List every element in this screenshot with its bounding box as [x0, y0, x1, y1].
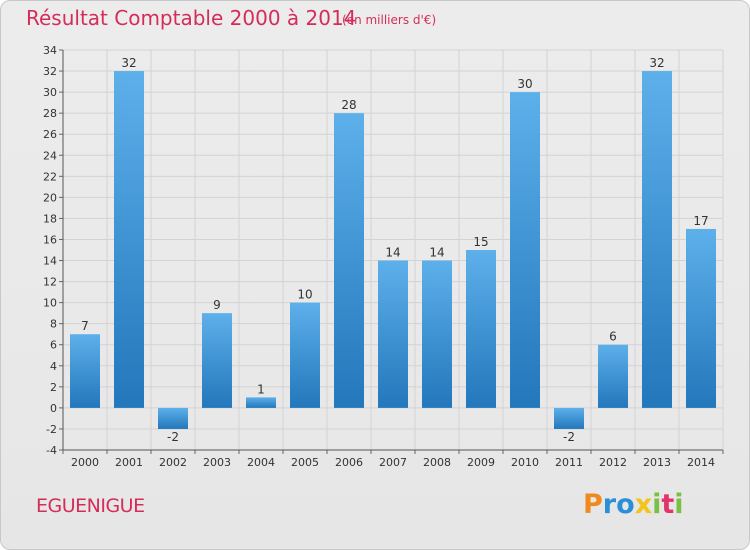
data-label-2000: 7 [81, 319, 89, 333]
x-tick-label: 2005 [291, 456, 319, 469]
bar-2006 [334, 113, 364, 408]
data-labels: 7 32 -2 9 1 10 28 14 14 15 30 -2 6 32 17 [81, 56, 708, 444]
bar-2000 [70, 334, 100, 408]
x-tick-label: 2009 [467, 456, 495, 469]
y-tick-label: 20 [43, 191, 57, 204]
y-tick-label: 14 [43, 255, 57, 268]
y-tick-label: 0 [50, 402, 57, 415]
data-label-2013: 32 [649, 56, 664, 70]
bar-2005 [290, 302, 320, 408]
bar-2014 [686, 228, 716, 408]
bars [70, 71, 716, 429]
chart-subtitle: (en milliers d'€) [342, 13, 437, 27]
data-label-2005: 10 [297, 288, 312, 302]
bar-2003 [202, 313, 232, 408]
bar-2004 [246, 397, 276, 408]
data-label-2001: 32 [121, 56, 136, 70]
y-tick-label: -2 [46, 423, 57, 436]
x-tick-label: 2014 [687, 456, 715, 469]
y-tick-label: 22 [43, 170, 57, 183]
x-tick-label: 2001 [115, 456, 143, 469]
bar-2009 [466, 250, 496, 408]
x-tick-label: 2011 [555, 456, 583, 469]
x-tick-label: 2007 [379, 456, 407, 469]
data-label-2003: 9 [213, 298, 221, 312]
y-tick-label: 28 [43, 107, 57, 120]
data-label-2002: -2 [167, 430, 179, 444]
y-tick-label: 12 [43, 276, 57, 289]
data-label-2009: 15 [473, 235, 488, 249]
x-tick-label: 2006 [335, 456, 363, 469]
x-tick-label: 2010 [511, 456, 539, 469]
x-tick-label: 2003 [203, 456, 231, 469]
data-label-2011: -2 [563, 430, 575, 444]
y-tick-label: 32 [43, 65, 57, 78]
data-label-2014: 17 [693, 214, 708, 228]
y-tick-label: 2 [50, 381, 57, 394]
proxiti-logo: Proxiti [583, 489, 684, 520]
x-tick-label: 2008 [423, 456, 451, 469]
bar-2010 [510, 92, 540, 408]
y-tick-label: 30 [43, 86, 57, 99]
data-label-2007: 14 [385, 246, 400, 260]
y-tick-label: 8 [50, 318, 57, 331]
y-tick-label: 4 [50, 360, 57, 373]
y-tick-label: -4 [46, 444, 57, 457]
data-label-2004: 1 [257, 382, 265, 396]
x-tick-label: 2013 [643, 456, 671, 469]
x-tick-label: 2012 [599, 456, 627, 469]
y-tick-label: 16 [43, 233, 57, 246]
bar-2001 [114, 71, 144, 408]
bar-2012 [598, 344, 628, 408]
bar-2002 [158, 407, 188, 429]
data-label-2010: 30 [517, 77, 532, 91]
y-tick-label: 18 [43, 212, 57, 225]
y-tick-label: 34 [43, 44, 57, 57]
x-tick-label: 2004 [247, 456, 275, 469]
data-label-2006: 28 [341, 98, 356, 112]
bar-2007 [378, 260, 408, 408]
y-tick-label: 10 [43, 297, 57, 310]
chart-title: Résultat Comptable 2000 à 2014 [26, 6, 357, 30]
x-tick-labels: 2000 2001 2002 2003 2004 2005 2006 2007 2008 2009… [71, 456, 715, 469]
y-tick-label: 24 [43, 149, 57, 162]
bar-2013 [642, 71, 672, 408]
data-label-2012: 6 [609, 330, 617, 344]
bar-2011 [554, 407, 584, 429]
y-tick-label: 6 [50, 339, 57, 352]
axes [59, 49, 724, 454]
bar-2008 [422, 260, 452, 408]
x-tick-label: 2000 [71, 456, 99, 469]
commune-name: EGUENIGUE [36, 495, 145, 517]
x-tick-label: 2002 [159, 456, 187, 469]
data-label-2008: 14 [429, 246, 444, 260]
y-tick-label: 26 [43, 128, 57, 141]
